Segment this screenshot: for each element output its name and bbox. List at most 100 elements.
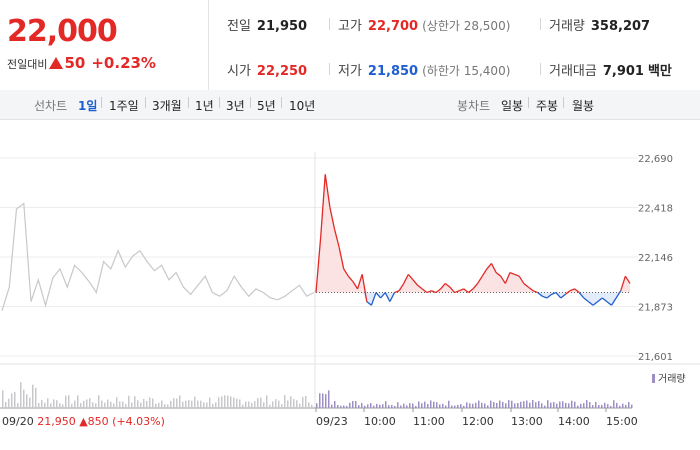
- today-volume-bar: [622, 403, 624, 408]
- tab-5years[interactable]: 5년: [257, 99, 276, 113]
- today-volume-bar: [346, 405, 348, 408]
- tab-1day[interactable]: 1일: [78, 99, 98, 113]
- prev-volume-bar: [239, 399, 241, 408]
- divider: [145, 97, 146, 108]
- today-volume-bar: [448, 400, 450, 408]
- tab-daily-candle[interactable]: 일봉: [501, 99, 524, 113]
- divider: [188, 97, 189, 108]
- prev-day-close: 21,950: [37, 415, 79, 428]
- prev-volume-bar: [92, 402, 94, 408]
- today-volume-bar: [334, 401, 336, 408]
- prev-volume-bar: [257, 398, 259, 408]
- divider: [540, 18, 541, 30]
- divider: [250, 97, 251, 108]
- today-volume-bar: [472, 403, 474, 408]
- prev-volume-bar: [5, 401, 7, 408]
- today-volume-bar: [625, 404, 627, 408]
- tab-1week[interactable]: 1주일: [109, 99, 139, 113]
- today-volume-bar: [319, 393, 321, 408]
- prev-volume-bar: [200, 400, 202, 408]
- prev-volume-bar: [230, 396, 232, 408]
- prev-volume-bar: [287, 400, 289, 408]
- prev-volume-bar: [158, 402, 160, 408]
- tab-1year[interactable]: 1년: [195, 99, 214, 113]
- tab-3years[interactable]: 3년: [226, 99, 245, 113]
- today-price-segment: [458, 288, 465, 292]
- today-price-segment: [624, 275, 631, 284]
- today-price-segment: [380, 292, 386, 299]
- prev-volume-bar: [89, 398, 91, 408]
- today-volume-bar: [538, 401, 540, 408]
- prev-volume-bar: [188, 400, 190, 408]
- prev-volume-bar: [83, 400, 85, 408]
- tab-3months[interactable]: 3개월: [152, 99, 182, 113]
- prev-volume-bar: [191, 400, 193, 408]
- volume-bars: [0, 363, 700, 409]
- today-price-segment: [560, 293, 566, 299]
- prev-volume-bar: [146, 400, 148, 408]
- line-chart-title: 선차트: [34, 99, 68, 113]
- today-price-segment: [472, 283, 479, 290]
- prev-volume-bar: [284, 395, 286, 408]
- stat-label: 거래대금: [549, 64, 597, 79]
- today-volume-bar: [325, 394, 327, 408]
- today-volume-bar: [544, 405, 546, 408]
- intraday-price-chart[interactable]: 22,690 22,418 22,146 21,873 21,601 거래량 09/23 10…: [0, 120, 700, 450]
- divider: [329, 63, 330, 75]
- today-price-segment: [366, 301, 372, 306]
- today-volume-bar: [526, 400, 528, 408]
- stat-label: 전일: [227, 19, 251, 34]
- prev-volume-bar: [233, 397, 235, 408]
- volume-legend-label: 거래량: [658, 373, 686, 385]
- chart-period-tabs: 선차트 1일 1주일 3개월 1년 3년 5년 10년 봉차트 일봉 주봉 월봉: [0, 90, 700, 120]
- today-price-segment: [389, 292, 396, 302]
- stat-volume: 거래량 358,207: [549, 15, 650, 34]
- divider: [101, 97, 102, 108]
- y-tick-label: 21,873: [638, 303, 673, 314]
- prev-volume-bar: [164, 404, 166, 408]
- prev-volume-bar: [221, 396, 223, 408]
- prev-volume-bar: [137, 400, 139, 408]
- prev-volume-bar: [263, 402, 265, 408]
- today-volume-bar: [511, 400, 513, 408]
- today-volume-bar: [436, 402, 438, 408]
- today-volume-bar: [496, 403, 498, 408]
- today-price-segment: [426, 290, 432, 294]
- x-tick-label: 12:00: [462, 415, 494, 428]
- tab-weekly-candle[interactable]: 주봉: [536, 99, 559, 113]
- today-price-segment: [532, 290, 538, 294]
- stat-open: 시가 22,250: [227, 60, 307, 79]
- today-volume-bar: [418, 401, 420, 408]
- today-volume-bar: [331, 404, 333, 408]
- today-price-segment: [347, 275, 354, 283]
- tab-monthly-candle[interactable]: 월봉: [572, 99, 595, 113]
- today-volume-bar: [400, 405, 402, 408]
- prev-volume-bar: [17, 402, 19, 408]
- today-price-segment: [412, 279, 419, 286]
- today-volume-bar: [562, 401, 564, 408]
- divider: [563, 97, 564, 108]
- today-price-segment: [601, 297, 608, 303]
- prev-volume-bar: [212, 403, 214, 408]
- today-volume-bar: [610, 405, 612, 408]
- prev-volume-bar: [140, 402, 142, 408]
- tab-10years[interactable]: 10년: [289, 99, 316, 113]
- today-volume-bar: [415, 405, 417, 408]
- y-tick-label: 22,690: [638, 154, 673, 165]
- today-volume-bar: [547, 400, 549, 408]
- today-price-segment: [592, 301, 599, 306]
- today-volume-bar: [535, 402, 537, 408]
- today-volume-bar: [403, 403, 405, 408]
- today-volume-bar: [463, 405, 465, 408]
- prev-volume-bar: [44, 402, 46, 408]
- today-volume-bar: [397, 402, 399, 408]
- today-price-segment: [343, 268, 349, 277]
- today-price-segment: [537, 292, 543, 297]
- today-volume-bar: [406, 405, 408, 408]
- today-price-segment: [490, 263, 497, 273]
- candle-chart-title: 봉차트: [457, 99, 491, 113]
- today-volume-bar: [409, 403, 411, 408]
- prev-volume-bar: [80, 403, 82, 408]
- prev-volume-bar: [98, 395, 100, 408]
- today-price-segment: [495, 272, 502, 277]
